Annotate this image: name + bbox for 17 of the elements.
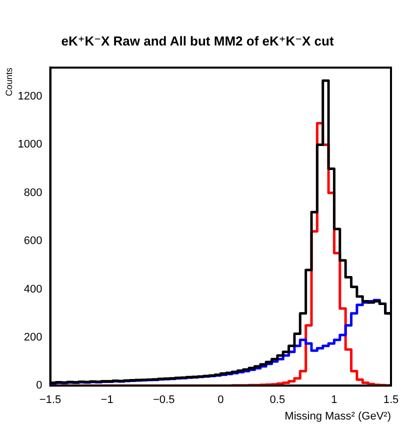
y-tick-label: 1000	[18, 138, 42, 151]
y-tick-label: 600	[24, 235, 42, 248]
x-tick-label: 1.5	[383, 394, 399, 406]
y-tick-label: 1200	[18, 90, 42, 103]
x-axis-title: Missing Mass² (GeV²)	[284, 410, 391, 422]
x-tick-label: −1.5	[39, 394, 62, 406]
x-tick-label: 1	[331, 394, 338, 406]
y-tick-label: 400	[24, 283, 42, 296]
y-tick-label: 200	[24, 331, 42, 344]
y-tick-label: 800	[24, 186, 42, 199]
x-tick-label: 0.5	[270, 394, 286, 406]
x-tick-label: −0.5	[152, 394, 175, 406]
x-tick-label: 0	[218, 394, 224, 406]
y-tick-label: 0	[36, 380, 42, 392]
chart-title: eK⁺K⁻X Raw and All but MM2 of eK⁺K⁻X cut	[61, 33, 334, 48]
x-tick-label: −1	[100, 394, 114, 406]
y-axis-title: Counts	[4, 67, 14, 96]
